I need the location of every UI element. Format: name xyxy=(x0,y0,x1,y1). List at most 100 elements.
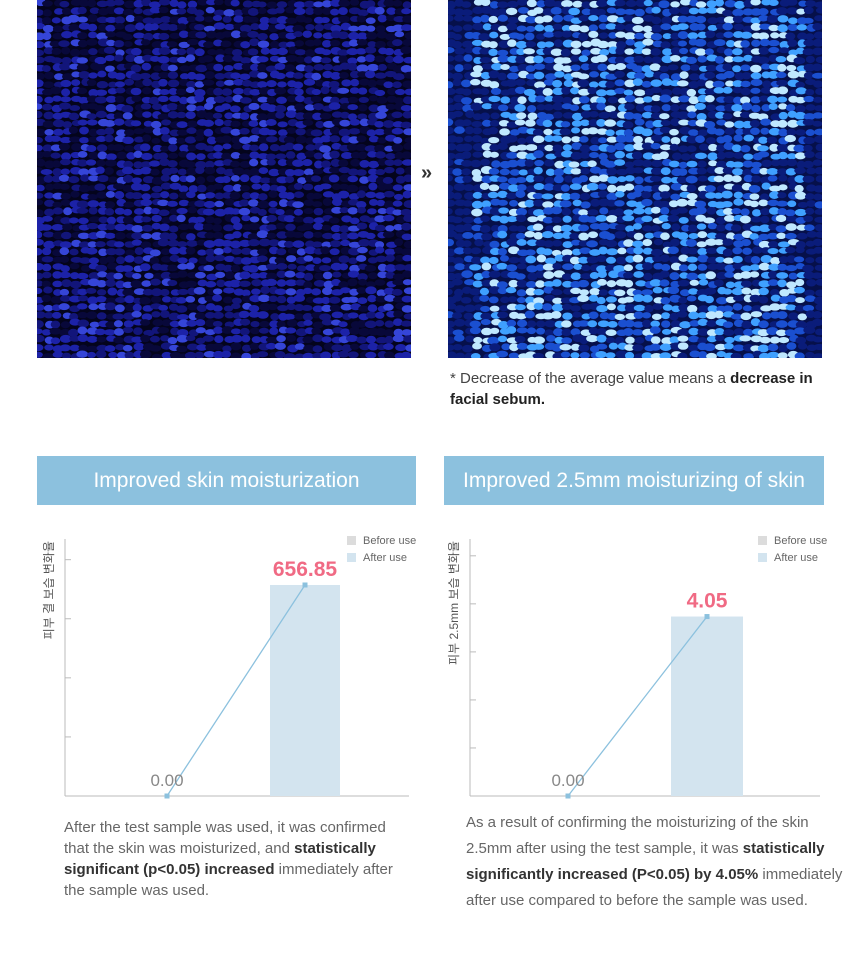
texture-cell xyxy=(624,56,637,64)
texture-cell xyxy=(161,296,172,303)
texture-cell xyxy=(469,264,482,271)
texture-cell xyxy=(623,328,634,336)
texture-cell xyxy=(740,64,751,72)
texture-cell xyxy=(644,70,655,78)
texture-cell xyxy=(338,255,350,263)
texture-cell xyxy=(669,256,680,263)
texture-cell xyxy=(551,135,563,142)
texture-cell xyxy=(213,63,224,72)
texture-cell xyxy=(356,200,367,209)
texture-cell xyxy=(385,271,396,279)
texture-cell xyxy=(202,335,215,342)
texture-cell xyxy=(149,249,161,257)
texture-cell xyxy=(813,31,822,39)
texture-cell xyxy=(179,65,191,72)
texture-cell xyxy=(202,208,215,216)
texture-cell xyxy=(212,112,223,119)
texture-cell xyxy=(527,272,538,281)
texture-cell xyxy=(176,103,186,112)
texture-cell xyxy=(715,111,726,119)
texture-cell xyxy=(177,17,189,25)
texture-cell xyxy=(41,151,53,158)
texture-cell xyxy=(472,22,484,31)
series-line xyxy=(166,584,306,797)
texture-cell xyxy=(321,224,332,231)
texture-cell xyxy=(160,191,170,199)
texture-cell xyxy=(349,217,360,225)
texture-cell xyxy=(497,55,510,63)
texture-cell xyxy=(387,87,397,96)
texture-cell xyxy=(222,55,234,63)
texture-cell xyxy=(681,224,691,232)
texture-cell xyxy=(590,198,601,207)
texture-cell xyxy=(668,160,680,168)
texture-cell xyxy=(384,351,395,358)
texture-cell xyxy=(758,199,769,207)
texture-cell xyxy=(571,112,583,121)
texture-cell xyxy=(247,7,259,16)
texture-cell xyxy=(577,73,590,80)
moisturizing-2-5mm-chart: 피부 2.5mm 보습 변화율 Before use After use 0.00 4.… xyxy=(445,525,855,815)
texture-cell xyxy=(41,294,52,303)
texture-cell xyxy=(71,79,81,86)
texture-cell xyxy=(568,161,580,168)
texture-cell xyxy=(544,41,555,48)
texture-cell xyxy=(224,112,234,120)
texture-cell xyxy=(784,134,796,143)
texture-cell xyxy=(545,168,556,176)
texture-cell xyxy=(571,142,583,150)
texture-cell xyxy=(265,342,277,350)
texture-cell xyxy=(303,281,313,289)
texture-cell xyxy=(688,167,701,175)
texture-cell xyxy=(276,1,288,8)
texture-cell xyxy=(598,111,611,119)
texture-cell xyxy=(543,103,554,111)
texture-cell xyxy=(722,112,733,120)
texture-cell xyxy=(385,55,395,64)
texture-cell xyxy=(230,30,242,39)
texture-cell xyxy=(37,247,43,256)
texture-cell xyxy=(596,89,608,97)
texture-cell xyxy=(589,71,600,78)
texture-cell xyxy=(168,95,181,102)
texture-cell xyxy=(186,191,196,199)
y-axis-label: 피부 결 보습 변화율 xyxy=(42,541,56,639)
texture-cell xyxy=(641,215,653,223)
texture-cell xyxy=(713,239,725,246)
texture-cell xyxy=(499,182,511,190)
texture-cell xyxy=(670,238,680,247)
texture-cell xyxy=(176,345,188,353)
texture-cell xyxy=(114,72,126,80)
texture-cell xyxy=(77,334,89,342)
texture-cell xyxy=(392,81,402,89)
texture-cell xyxy=(249,38,260,47)
texture-cell xyxy=(320,351,332,358)
texture-cell xyxy=(651,16,662,25)
texture-cell xyxy=(766,232,779,240)
texture-cell xyxy=(723,151,736,159)
texture-cell xyxy=(385,103,397,110)
texture-cell xyxy=(284,142,295,151)
texture-cell xyxy=(562,263,574,270)
texture-cell xyxy=(402,254,411,262)
texture-cell xyxy=(642,262,653,270)
texture-cell xyxy=(366,129,377,137)
texture-cell xyxy=(230,328,242,335)
texture-cell xyxy=(221,31,233,38)
texture-cell xyxy=(357,113,368,120)
texture-cell xyxy=(257,72,268,79)
texture-cell xyxy=(310,175,322,182)
texture-cell xyxy=(516,327,528,334)
texture-cell xyxy=(122,136,134,145)
texture-cell xyxy=(167,264,178,272)
texture-cell xyxy=(248,199,259,207)
texture-cell xyxy=(796,232,808,240)
texture-cell xyxy=(153,272,163,280)
texture-cell xyxy=(68,126,79,134)
texture-cell xyxy=(285,71,296,78)
texture-cell xyxy=(285,279,298,287)
texture-cell xyxy=(642,294,653,303)
texture-cell xyxy=(814,216,822,223)
texture-cell xyxy=(214,208,227,217)
texture-cell xyxy=(723,329,735,336)
